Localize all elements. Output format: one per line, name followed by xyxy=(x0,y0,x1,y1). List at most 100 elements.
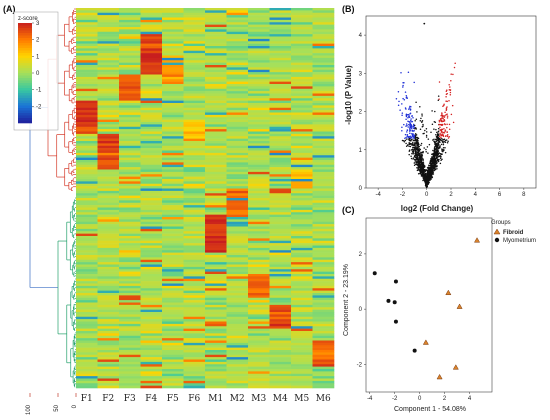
heatmap-cell xyxy=(119,160,141,163)
heatmap-cell xyxy=(183,10,206,14)
heatmap-cell xyxy=(291,314,313,318)
heatmap-cell xyxy=(269,69,292,73)
heatmap-cell xyxy=(119,331,141,334)
volcano-point xyxy=(412,141,414,144)
heatmap-cell xyxy=(183,224,206,227)
heatmap-cell xyxy=(291,119,313,123)
volcano-point xyxy=(428,143,431,146)
heatmap-cell xyxy=(76,181,98,185)
volcano-point xyxy=(423,22,426,25)
volcano-point xyxy=(425,148,427,151)
colorbar-step xyxy=(18,70,32,74)
heatmap-cell xyxy=(76,138,98,142)
volcano-point xyxy=(439,129,441,131)
heatmap-cell xyxy=(162,252,184,256)
heatmap-cell xyxy=(226,160,249,163)
heatmap-cell xyxy=(183,110,206,113)
heatmap-cell xyxy=(119,76,141,80)
heatmap-cell xyxy=(119,290,141,294)
heatmap-cell xyxy=(119,133,141,137)
heatmap-cell xyxy=(162,304,184,308)
heatmap-cell xyxy=(226,188,249,192)
heatmap-cell xyxy=(205,383,227,386)
volcano-point xyxy=(414,119,416,122)
heatmap-cell xyxy=(248,98,270,101)
heatmap-cell xyxy=(140,183,163,187)
volcano-point xyxy=(450,73,452,75)
heatmap-cell xyxy=(205,276,227,280)
heatmap-cell xyxy=(248,60,270,63)
heatmap-cell xyxy=(312,138,335,142)
volcano-point xyxy=(409,129,411,131)
heatmap-cell xyxy=(269,131,292,135)
heatmap-cell xyxy=(248,74,270,78)
heatmap-cell xyxy=(205,209,227,213)
heatmap-cell xyxy=(76,167,98,170)
heatmap-cell xyxy=(269,122,292,125)
heatmap-cell xyxy=(291,50,313,54)
heatmap-cell xyxy=(312,119,335,123)
heatmap-cell xyxy=(140,255,163,258)
volcano-xlabel: log2 (Fold Change) xyxy=(401,204,474,213)
heatmap-cell xyxy=(205,31,227,35)
heatmap-cell xyxy=(226,84,249,87)
volcano-point xyxy=(436,131,438,134)
heatmap-cell xyxy=(312,383,335,386)
volcano-point xyxy=(447,140,449,142)
heatmap-cell xyxy=(97,110,120,113)
heatmap-cell xyxy=(248,323,270,327)
volcano-point xyxy=(443,140,446,143)
heatmap-cell xyxy=(291,228,313,232)
heatmap-cell xyxy=(162,236,184,239)
heatmap-cell xyxy=(183,193,206,196)
heatmap-cell xyxy=(291,321,313,325)
heatmap-cell xyxy=(119,181,141,185)
heatmap-cell xyxy=(97,316,120,320)
heatmap-cell xyxy=(162,198,184,201)
pca-point-fibroid xyxy=(445,289,452,296)
heatmap-cell xyxy=(291,93,313,97)
colorbar-step xyxy=(18,115,32,119)
volcano-point xyxy=(422,173,425,176)
heatmap-cell xyxy=(183,345,206,348)
heatmap-cell xyxy=(140,95,163,99)
heatmap-cell xyxy=(226,221,249,225)
volcano-point xyxy=(439,132,441,134)
heatmap-cell xyxy=(140,117,163,120)
volcano-point xyxy=(416,142,418,145)
heatmap-cell xyxy=(269,160,292,163)
heatmap-cell xyxy=(269,24,292,28)
volcano-point xyxy=(441,158,443,161)
heatmap-cell xyxy=(183,202,206,206)
heatmap-cell xyxy=(291,276,313,280)
heatmap-cell xyxy=(269,328,292,332)
heatmap-cell xyxy=(119,107,141,111)
heatmap-cell xyxy=(183,217,206,220)
heatmap-cell xyxy=(312,221,335,225)
heatmap-cell xyxy=(140,76,163,80)
heatmap-cell xyxy=(248,274,270,277)
heatmap-cell xyxy=(119,378,141,382)
heatmap-cell xyxy=(76,84,98,87)
heatmap-cell xyxy=(291,124,313,128)
heatmap-cell xyxy=(183,214,206,218)
volcano-point xyxy=(407,126,409,128)
heatmap-cell xyxy=(269,91,292,94)
heatmap-cell xyxy=(76,195,98,199)
heatmap-cell xyxy=(226,98,249,101)
heatmap-cell xyxy=(248,359,270,363)
column-label: F5 xyxy=(167,394,179,404)
volcano-point xyxy=(421,169,423,171)
heatmap-cell xyxy=(205,316,227,320)
heatmap-cell xyxy=(226,214,249,218)
heatmap-cell xyxy=(291,176,313,180)
heatmap-cell xyxy=(269,231,292,234)
volcano-point xyxy=(414,141,416,144)
heatmap-cell xyxy=(226,364,249,367)
volcano-point xyxy=(425,183,428,186)
heatmap-cell xyxy=(312,219,335,223)
volcano-point xyxy=(440,143,443,146)
heatmap-cell xyxy=(269,276,292,280)
heatmap-cell xyxy=(312,152,335,156)
heatmap-cell xyxy=(140,22,163,25)
